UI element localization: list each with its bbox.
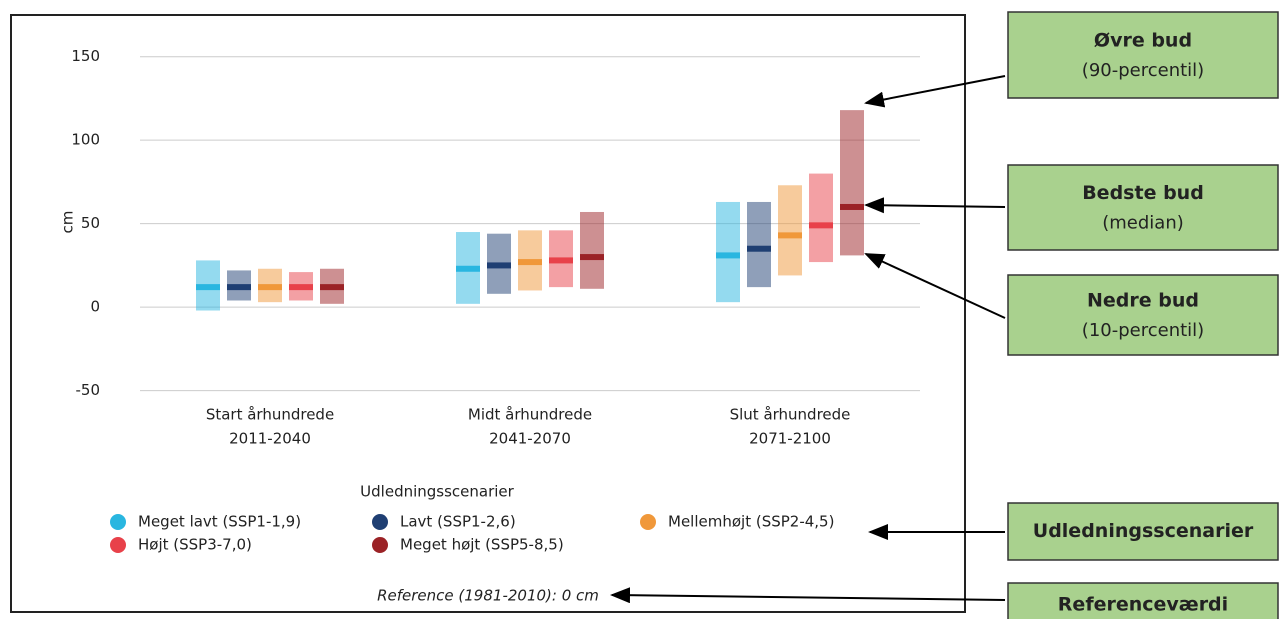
annotation-box: [1007, 502, 1279, 561]
legend-swatch: [372, 514, 388, 530]
median-mark: [747, 245, 771, 252]
y-tick-label: 0: [90, 298, 100, 316]
median-mark: [580, 254, 604, 261]
arrow: [864, 253, 1006, 319]
legend-label: Meget lavt (SSP1-1,9): [138, 513, 301, 531]
x-tick-label: Slut århundrede: [730, 406, 851, 424]
median-mark: [518, 259, 542, 266]
range-bar: [778, 185, 802, 276]
y-axis-label: cm: [59, 211, 77, 234]
annotation-subtitle: (90-percentil): [1082, 60, 1204, 81]
legend-title: Udledningsscenarier: [360, 483, 514, 501]
legend-swatch: [110, 514, 126, 530]
annotation-box: [1007, 274, 1279, 356]
annotation-box: [1007, 11, 1279, 99]
median-mark: [716, 252, 740, 259]
median-mark: [196, 284, 220, 291]
median-mark: [840, 203, 864, 210]
x-tick-label: Midt århundrede: [468, 406, 592, 424]
annotation-arrows: [610, 75, 1006, 604]
chart-frame: [10, 14, 966, 613]
range-bar: [716, 201, 740, 303]
legend-swatch: [372, 537, 388, 553]
range-bar: [840, 110, 864, 256]
x-tick-label: 2011-2040: [229, 430, 311, 448]
median-mark: [456, 265, 480, 272]
x-tick-label: 2041-2070: [489, 430, 571, 448]
legend-label: Mellemhøjt (SSP2-4,5): [668, 513, 834, 531]
median-mark: [320, 284, 344, 291]
median-mark: [549, 257, 573, 264]
y-tick-label: -50: [76, 381, 101, 399]
annotation-box: [1007, 582, 1279, 619]
arrow: [610, 587, 1006, 604]
range-bar: [580, 211, 604, 289]
legend-swatch: [110, 537, 126, 553]
x-tick-label: Start århundrede: [206, 406, 334, 424]
median-mark: [809, 222, 833, 229]
legend-swatch: [640, 514, 656, 530]
annotation-title: Nedre bud: [1087, 290, 1199, 312]
legend-label: Meget højt (SSP5-8,5): [400, 536, 564, 554]
annotation-title: Øvre bud: [1094, 30, 1192, 52]
arrow: [864, 197, 1006, 214]
arrow: [864, 75, 1006, 108]
y-tick-label: 50: [81, 214, 100, 232]
x-tick-label: 2071-2100: [749, 430, 831, 448]
median-mark: [258, 284, 282, 291]
legend-label: Højt (SSP3-7,0): [138, 536, 252, 554]
median-mark: [289, 284, 313, 291]
reference-note: Reference (1981-2010): 0 cm: [377, 587, 599, 605]
median-mark: [778, 232, 802, 239]
range-bar: [809, 173, 833, 263]
legend-label: Lavt (SSP1-2,6): [400, 513, 516, 531]
annotation-subtitle: (median): [1102, 213, 1184, 234]
annotation-box: [1007, 164, 1279, 251]
median-mark: [487, 262, 511, 269]
range-bar: [747, 201, 771, 288]
y-tick-label: 150: [71, 47, 100, 65]
annotation-title: Referenceværdi: [1058, 594, 1228, 616]
y-tick-label: 100: [71, 131, 100, 149]
annotation-subtitle: (10-percentil): [1082, 320, 1204, 341]
annotation-title: Bedste bud: [1082, 182, 1204, 204]
annotation-title: Udledningsscenarier: [1033, 520, 1254, 542]
median-mark: [227, 284, 251, 291]
